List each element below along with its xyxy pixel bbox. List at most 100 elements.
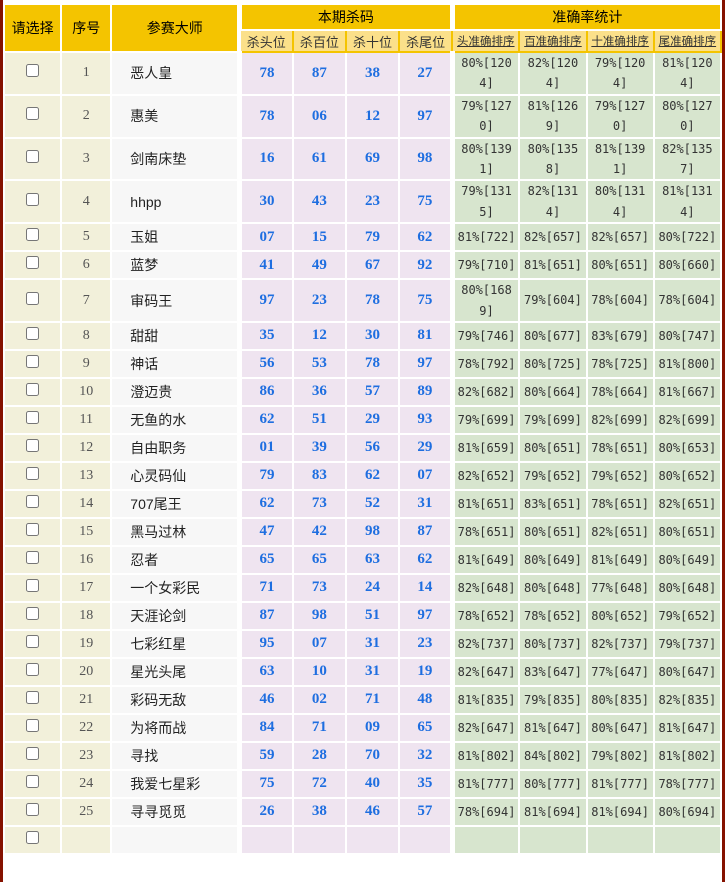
- table-row: 4 hhpp 30 43 23 75 79%[1315] 82%[1314] 8…: [2, 179, 723, 225]
- accuracy-hundred-value: 79%[835]: [518, 684, 588, 715]
- accuracy-head-value: 81%[651]: [449, 488, 521, 519]
- master-name: 七彩红星: [110, 628, 241, 659]
- row-checkbox[interactable]: [26, 291, 40, 305]
- kill-head-value: 62: [237, 404, 294, 435]
- kill-hundred-value: 43: [291, 179, 347, 225]
- sort-header-hundred-accuracy[interactable]: 百准确排序: [518, 29, 588, 53]
- sort-header-tail-accuracy[interactable]: 尾准确排序: [652, 29, 723, 53]
- accuracy-tail-value: 80%[648]: [652, 572, 723, 603]
- accuracy-head-value: [449, 824, 521, 855]
- row-checkbox[interactable]: [26, 718, 40, 732]
- accuracy-ten-value: 81%[694]: [585, 796, 655, 827]
- accuracy-hundred-value: 82%[1204]: [518, 51, 588, 96]
- row-seq: 13: [60, 460, 113, 491]
- row-checkbox[interactable]: [26, 382, 40, 396]
- row-checkbox[interactable]: [26, 746, 40, 760]
- kill-hundred-value: 36: [291, 376, 347, 407]
- row-checkbox[interactable]: [26, 192, 40, 206]
- sort-header-head-accuracy[interactable]: 头准确排序: [451, 29, 521, 53]
- row-checkbox[interactable]: [26, 438, 40, 452]
- sort-link-tail[interactable]: 尾准确排序: [658, 36, 717, 48]
- sort-header-ten-accuracy[interactable]: 十准确排序: [585, 29, 655, 53]
- row-seq: 21: [60, 684, 113, 715]
- row-checkbox[interactable]: [26, 354, 40, 368]
- row-checkbox[interactable]: [26, 466, 40, 480]
- kill-head-value: 56: [237, 348, 294, 379]
- row-checkbox[interactable]: [26, 107, 40, 121]
- accuracy-head-value: 81%[722]: [449, 222, 521, 253]
- kill-head-value: 41: [237, 250, 294, 281]
- kill-head-value: 97: [237, 278, 294, 323]
- kill-tail-value: 92: [398, 250, 454, 281]
- row-checkbox[interactable]: [26, 802, 40, 816]
- row-checkbox[interactable]: [26, 410, 40, 424]
- kill-hundred-value: 65: [291, 544, 347, 575]
- table-row: 23 寻找 59 28 70 32 81%[802] 84%[802] 79%[…: [2, 740, 723, 771]
- kill-head-value: 84: [237, 712, 294, 743]
- row-checkbox[interactable]: [26, 522, 40, 536]
- accuracy-hundred-value: 78%[652]: [518, 600, 588, 631]
- row-checkbox[interactable]: [26, 228, 40, 242]
- header-sub-row: 杀头位 杀百位 杀十位 杀尾位 头准确排序 百准确排序 十准确排序 尾准确排序: [4, 29, 723, 53]
- row-checkbox[interactable]: [26, 64, 40, 78]
- master-name: 星光头尾: [110, 656, 241, 687]
- accuracy-head-value: 80%[1204]: [449, 51, 521, 96]
- table-row: 14 707尾王 62 73 52 31 81%[651] 83%[651] 7…: [2, 488, 723, 519]
- row-select-cell: [2, 460, 63, 491]
- kill-head-value: 87: [237, 600, 294, 631]
- master-name: 为将而战: [110, 712, 241, 743]
- table-row: 13 心灵码仙 79 83 62 07 82%[652] 79%[652] 79…: [2, 460, 723, 491]
- master-name: 寻寻觅觅: [110, 796, 241, 827]
- master-name: 恶人皇: [110, 51, 241, 96]
- accuracy-tail-value: 82%[835]: [652, 684, 723, 715]
- row-checkbox[interactable]: [26, 774, 40, 788]
- kill-hundred-value: 12: [291, 320, 347, 351]
- kill-ten-value: 78: [344, 278, 401, 323]
- row-seq: 23: [60, 740, 113, 771]
- row-checkbox[interactable]: [26, 550, 40, 564]
- accuracy-ten-value: 80%[652]: [585, 600, 655, 631]
- kill-tail-value: 97: [398, 600, 454, 631]
- row-seq: 19: [60, 628, 113, 659]
- master-name: 无鱼的水: [110, 404, 241, 435]
- table-row: 2 惠美 78 06 12 97 79%[1270] 81%[1269] 79%…: [2, 93, 723, 139]
- row-checkbox[interactable]: [26, 606, 40, 620]
- kill-ten-value: 40: [344, 768, 401, 799]
- accuracy-ten-value: 82%[657]: [585, 222, 655, 253]
- accuracy-tail-value: [652, 824, 723, 855]
- sort-link-ten[interactable]: 十准确排序: [591, 36, 649, 48]
- accuracy-ten-value: 82%[699]: [585, 404, 655, 435]
- kill-hundred-value: 39: [291, 432, 347, 463]
- row-checkbox[interactable]: [26, 634, 40, 648]
- master-name: 澄迈贵: [110, 376, 241, 407]
- kill-head-value: 01: [237, 432, 294, 463]
- accuracy-tail-value: 80%[651]: [652, 516, 723, 547]
- row-checkbox[interactable]: [26, 494, 40, 508]
- row-checkbox[interactable]: [26, 256, 40, 270]
- accuracy-hundred-value: 80%[648]: [518, 572, 588, 603]
- master-name: 一个女彩民: [110, 572, 241, 603]
- accuracy-head-value: 81%[649]: [449, 544, 521, 575]
- kill-hundred-value: 42: [291, 516, 347, 547]
- accuracy-ten-value: 80%[647]: [585, 712, 655, 743]
- row-checkbox[interactable]: [26, 830, 40, 844]
- row-checkbox[interactable]: [26, 149, 40, 163]
- table-row: 18 天涯论剑 87 98 51 97 78%[652] 78%[652] 80…: [2, 600, 723, 631]
- row-checkbox[interactable]: [26, 578, 40, 592]
- accuracy-tail-value: 80%[660]: [652, 250, 723, 281]
- row-checkbox[interactable]: [26, 690, 40, 704]
- sort-link-head[interactable]: 头准确排序: [457, 36, 515, 48]
- master-name: 我爱七星彩: [110, 768, 241, 799]
- accuracy-hundred-value: 82%[1314]: [518, 179, 588, 225]
- row-seq: [60, 824, 113, 855]
- table-row: 10 澄迈贵 86 36 57 89 82%[682] 80%[664] 78%…: [2, 376, 723, 407]
- master-name: 自由职务: [110, 432, 241, 463]
- accuracy-head-value: 79%[746]: [449, 320, 521, 351]
- row-checkbox[interactable]: [26, 326, 40, 340]
- kill-ten-value: 67: [344, 250, 401, 281]
- row-checkbox[interactable]: [26, 662, 40, 676]
- sort-link-hundred[interactable]: 百准确排序: [524, 36, 582, 48]
- kill-ten-value: 51: [344, 600, 401, 631]
- accuracy-head-value: 78%[651]: [449, 516, 521, 547]
- accuracy-hundred-value: 80%[651]: [518, 432, 588, 463]
